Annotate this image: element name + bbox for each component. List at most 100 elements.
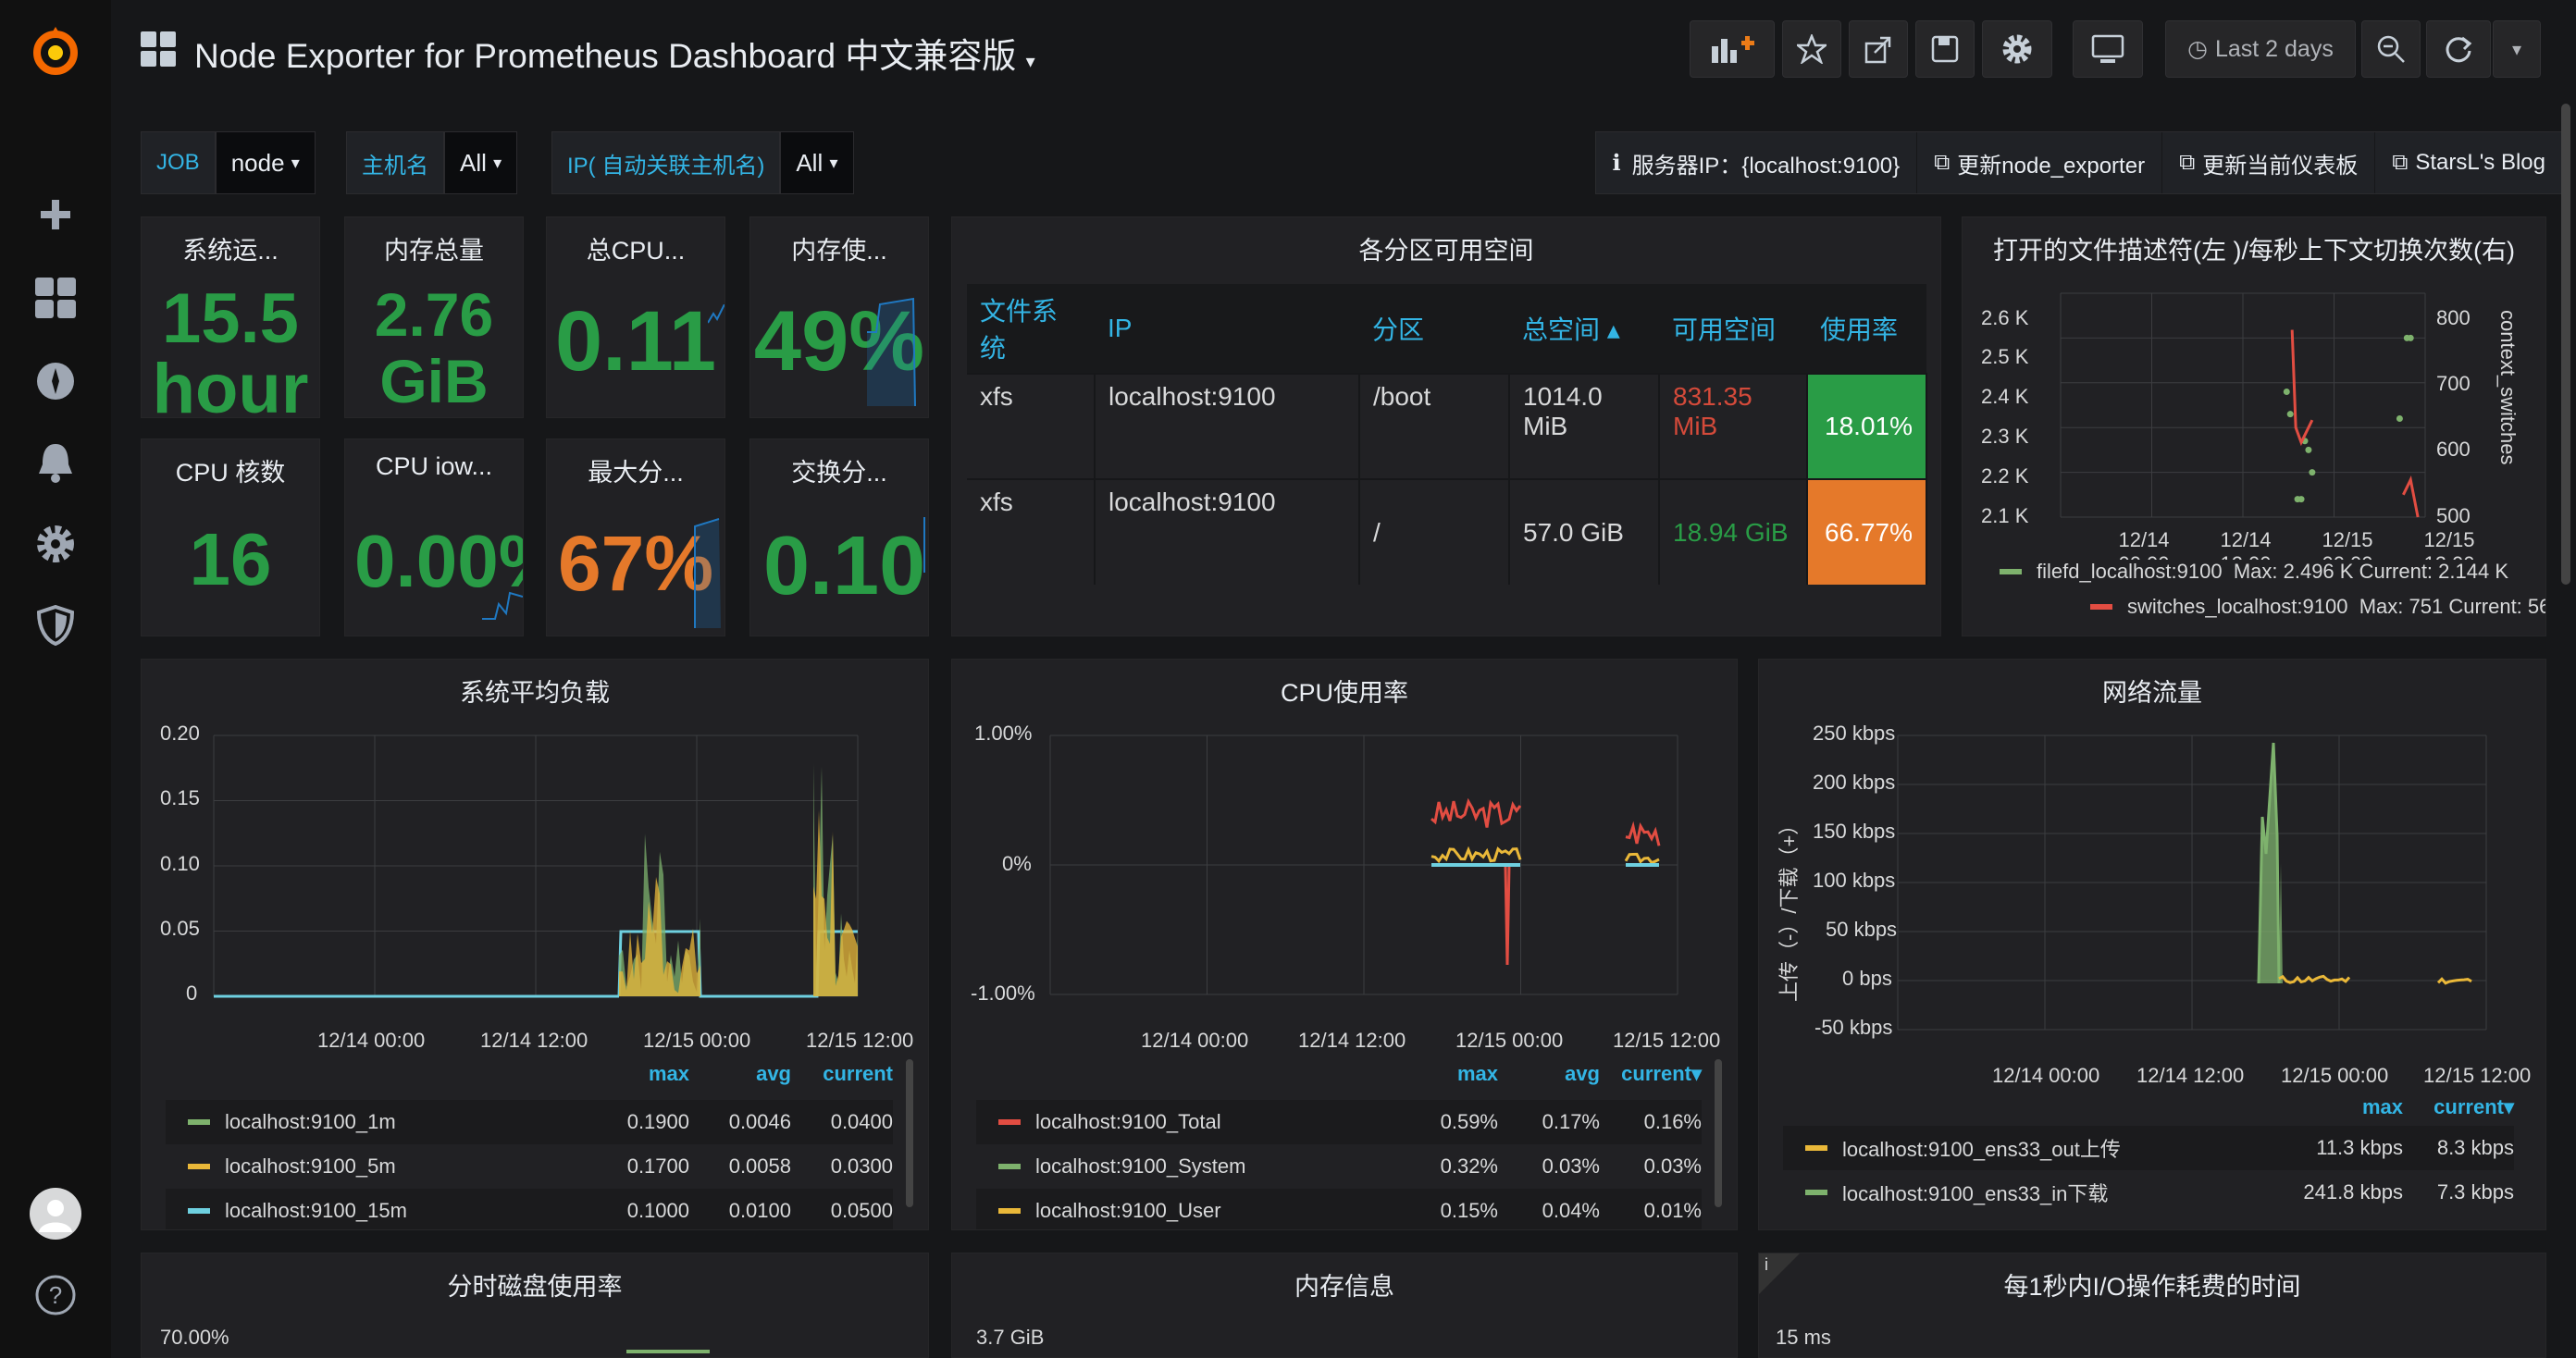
legend-header[interactable]: max [1456, 1062, 1498, 1085]
settings-gear-icon[interactable] [1982, 20, 2052, 78]
stat-cpu-cores[interactable]: CPU 核数 16 [141, 438, 320, 636]
legend-row[interactable]: localhost:9100_User 0.15% 0.04% 0.01% [976, 1189, 1702, 1229]
col-header[interactable]: 使用率 [1807, 284, 1926, 374]
legend-row[interactable]: localhost:9100_1m 0.1900 0.0046 0.0400 [166, 1100, 893, 1144]
y-axis-label: 上传（-）/下载（+） [1777, 815, 1801, 1002]
legend-header[interactable]: max [648, 1062, 689, 1085]
stat-cpu-total[interactable]: 总CPU... 0.11 [546, 216, 725, 418]
external-link-icon: ⧉ [2179, 150, 2196, 175]
save-icon[interactable] [1915, 20, 1975, 78]
add-panel-button[interactable] [1690, 20, 1775, 78]
clock-icon: ◷ [2187, 36, 2208, 62]
tv-mode-monitor-icon[interactable] [2073, 20, 2143, 78]
series-color [188, 1164, 210, 1169]
series-color [1805, 1190, 1827, 1195]
user-avatar[interactable] [30, 1188, 81, 1240]
legend-scrollbar[interactable] [1715, 1059, 1722, 1207]
var-hostname[interactable]: 主机名 All ▾ [346, 131, 518, 194]
col-header[interactable]: 文件系统 [967, 284, 1095, 374]
load-panel[interactable]: 系统平均负载 0.20 0.15 0.10 0.05 0 12/14 00:00… [141, 659, 929, 1230]
x-tick: 12/14 12:00 [480, 1029, 588, 1052]
grafana-logo-icon[interactable] [0, 0, 111, 102]
load-legend: max avg current localhost:9100_1m 0.1900 0.0… [166, 1056, 893, 1229]
fd-switches-panel[interactable]: 打开的文件描述符(左 )/每秒上下文切换次数(右) 2.1 K 2.2 K 2.… [1962, 216, 2546, 636]
y-tick: 2.6 K [1981, 306, 2029, 329]
legend-row[interactable]: localhost:9100_ens33_in下载 241.8 kbps 7.3 k… [1783, 1170, 2514, 1215]
var-job-select[interactable]: node ▾ [215, 131, 316, 194]
var-hostname-select[interactable]: All ▾ [444, 131, 518, 194]
y-tick: 250 kbps [1813, 724, 1895, 745]
legend-header[interactable]: avg [1565, 1062, 1600, 1085]
refresh-interval-dropdown[interactable]: ▾ [2493, 20, 2541, 78]
server-admin-shield-icon[interactable] [33, 603, 78, 648]
stat-max-partition[interactable]: 最大分... 67% [546, 438, 725, 636]
stat-value: 15.5 [162, 279, 299, 358]
configuration-gear-icon[interactable] [33, 522, 78, 566]
link-update-node-exporter[interactable]: ⧉ 更新node_exporter [1917, 132, 2163, 193]
memory-info-panel[interactable]: 内存信息 3.7 GiB [951, 1253, 1738, 1358]
legend-header[interactable]: current▾ [2434, 1095, 2514, 1118]
legend-row[interactable]: localhost:9100_5m 0.1700 0.0058 0.0300 [166, 1144, 893, 1189]
help-question-icon[interactable]: ? [33, 1273, 78, 1317]
external-link-icon: ⧉ [1934, 150, 1951, 175]
legend-row[interactable]: localhost:9100_System 0.32% 0.03% 0.03% [976, 1144, 1702, 1189]
network-panel[interactable]: 网络流量 250 kbps 200 kbps 150 kbps 100 kbps… [1758, 659, 2546, 1230]
legend-header[interactable]: current [823, 1062, 893, 1085]
refresh-icon[interactable] [2426, 20, 2491, 78]
var-job[interactable]: JOB node ▾ [141, 131, 316, 194]
stat-mem-total[interactable]: 内存总量 2.76 GiB [344, 216, 524, 418]
dashboard-title[interactable]: Node Exporter for Prometheus Dashboard 中… [194, 37, 1035, 75]
legend-header[interactable]: max [2361, 1095, 2403, 1118]
io-time-panel[interactable]: i 每1秒内I/O操作耗费的时间 15 ms [1758, 1253, 2546, 1358]
panel-title: 系统运... [182, 237, 279, 265]
explore-compass-icon[interactable] [33, 359, 78, 403]
table-cell: 831.35 MiB [1659, 373, 1808, 479]
stat-cpu-iowait[interactable]: CPU iow... 0.00% [344, 438, 524, 636]
var-ip[interactable]: IP( 自动关联主机名) All ▾ [551, 131, 854, 194]
create-plus-icon[interactable] [33, 192, 78, 237]
zoom-out-icon[interactable] [2361, 20, 2421, 78]
alerting-bell-icon[interactable] [33, 440, 78, 485]
stat-mem-usage[interactable]: 内存使... 49% [749, 216, 929, 418]
stat-value: 2.76 [374, 280, 494, 349]
y-tick: 15 ms [1776, 1326, 1831, 1349]
legend-header[interactable]: avg [756, 1062, 791, 1085]
col-header[interactable]: 分区 [1359, 284, 1509, 374]
legend-header[interactable]: current▾ [1621, 1062, 1702, 1085]
cpu-panel[interactable]: CPU使用率 1.00% 0% -1.00% 12/14 00:00 12/14… [951, 659, 1738, 1230]
legend-item[interactable]: switches_localhost:9100 Max: 751 Current… [2090, 595, 2545, 619]
time-range-picker[interactable]: ◷ Last 2 days [2165, 20, 2356, 78]
link-server-ip[interactable]: ℹ 服务器IP：{localhost:9100} [1596, 132, 1918, 193]
series-color [998, 1208, 1021, 1214]
link-blog[interactable]: ⧉ StarsL's Blog [2392, 150, 2545, 175]
legend-scrollbar[interactable] [906, 1059, 913, 1207]
var-ip-select[interactable]: All ▾ [780, 131, 854, 194]
share-icon[interactable] [1849, 20, 1908, 78]
page-scrollbar[interactable] [2561, 104, 2570, 585]
stat-value: 16 [189, 518, 272, 600]
legend-name: filefd_localhost:9100 [2037, 560, 2223, 583]
col-header[interactable]: IP [1095, 284, 1359, 374]
legend-name: localhost:9100_5m [225, 1154, 396, 1178]
link-update-dashboard[interactable]: ⧉ 更新当前仪表板 [2162, 132, 2376, 193]
sidebar: ? [0, 0, 111, 1358]
info-corner-icon[interactable] [1759, 1253, 1800, 1294]
legend-row[interactable]: localhost:9100_15m 0.1000 0.0100 0.0500 [166, 1189, 893, 1229]
col-header[interactable]: 总空间 ▴ [1509, 284, 1659, 374]
stat-swap[interactable]: 交换分... 0.10 [749, 438, 929, 636]
series-area [813, 809, 858, 996]
legend-row[interactable]: localhost:9100_Total 0.59% 0.17% 0.16% [976, 1100, 1702, 1144]
partition-table-panel[interactable]: 各分区可用空间 文件系统 IP 分区 总空间 ▴ 可用空间 使用率 xfs lo… [951, 216, 1941, 636]
stat-uptime[interactable]: 系统运... 15.5 hour [141, 216, 320, 418]
legend-item[interactable]: filefd_localhost:9100 Max: 2.496 K Curre… [2000, 560, 2508, 584]
col-header[interactable]: 可用空间 [1659, 284, 1807, 374]
dashboards-icon[interactable] [33, 276, 78, 320]
network-legend: max current▾ localhost:9100_ens33_out上传 11… [1783, 1089, 2514, 1209]
y-tick: 0.10 [160, 852, 200, 875]
disk-usage-panel[interactable]: 分时磁盘使用率 70.00% [141, 1253, 929, 1358]
legend-name: localhost:9100_15m [225, 1199, 407, 1222]
series-color [2090, 604, 2112, 610]
star-icon[interactable] [1782, 20, 1841, 78]
legend-row[interactable]: localhost:9100_ens33_out上传 11.3 kbps 8.3 k… [1783, 1126, 2514, 1170]
y2-axis-label: context_switches [2496, 310, 2520, 465]
